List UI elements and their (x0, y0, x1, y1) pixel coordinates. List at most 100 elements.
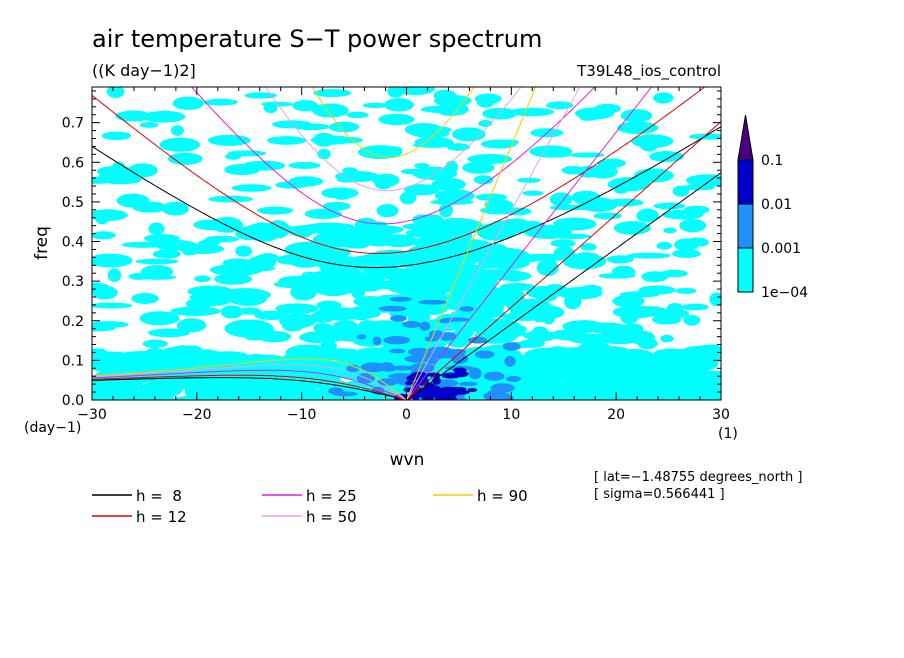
spectrum-patch (403, 184, 440, 196)
spectrum-patch (561, 165, 586, 175)
spectrum-patch (389, 348, 406, 354)
run-name-label: T39L48_ios_control (576, 62, 721, 81)
spectrum-patch (203, 98, 238, 106)
spectrum-patch (207, 134, 251, 146)
spectrum-patch (668, 373, 687, 384)
spectrum-patch (476, 222, 517, 241)
spectrum-patch (267, 136, 307, 145)
spectrum-patch (441, 372, 461, 379)
x-axis-label: wvn (390, 450, 425, 470)
spectrum-patch (357, 145, 403, 160)
spectrum-patch (378, 113, 415, 126)
spectrum-patch (597, 331, 642, 345)
spectrum-patch (550, 150, 571, 158)
spectrum-patch (523, 347, 577, 363)
spectrum-patch (562, 253, 607, 270)
spectrum-patch (405, 381, 413, 386)
spectrum-patch (96, 382, 124, 399)
spectrum-patch (328, 121, 360, 133)
spectrum-patch (683, 314, 701, 326)
spectrum-patch (400, 168, 425, 175)
spectrum-patch (437, 318, 453, 324)
rossby-wave-curve (92, 369, 407, 400)
spectrum-patch (632, 357, 675, 373)
spectrum-patch (383, 335, 411, 345)
spectrum-patch (468, 336, 488, 344)
spectrum-patch (346, 306, 375, 321)
spectrum-patch (500, 312, 551, 321)
colorbar-label: 0.001 (761, 241, 801, 257)
spectrum-patch (471, 365, 517, 374)
gravity-wave-curve (264, 87, 522, 192)
spectrum-patch (517, 177, 541, 183)
spectrum-patch (675, 287, 697, 294)
spectrum-patch (383, 98, 414, 112)
x-tick-label: −30 (77, 407, 107, 423)
spectrum-patch (672, 249, 701, 258)
spectrum-patch (402, 320, 421, 328)
spectrum-patch (614, 185, 629, 194)
spectrum-patch (443, 263, 486, 277)
spectrum-patch (549, 204, 594, 211)
y-unit-label: (day−1) (24, 420, 81, 436)
y-tick-label: 0.6 (62, 155, 84, 171)
spectrum-patch (488, 393, 514, 400)
spectrum-patch (106, 87, 125, 98)
y-tick-label: 0.4 (62, 235, 84, 251)
spectrum-patch (107, 268, 122, 283)
spectrum-patch (131, 293, 159, 304)
spectrum-patch (254, 310, 289, 321)
legend-label: h = 90 (477, 487, 528, 505)
legend-label: h = 8 (136, 487, 182, 505)
spectrum-patch (588, 164, 618, 179)
spectrum-patch (646, 394, 700, 400)
spectrum-patch (354, 217, 378, 233)
spectrum-patch (288, 161, 321, 169)
spectrum-patch (120, 177, 141, 184)
x-tick-label: 10 (502, 407, 520, 423)
spectrum-patch (686, 174, 721, 187)
spectrum-patch (502, 342, 521, 351)
spectrum-patch (476, 96, 495, 108)
y-tick-label: 0.3 (62, 274, 84, 290)
spectrum-patch (312, 103, 349, 118)
spectrum-patch (148, 222, 165, 235)
spectrum-patch (379, 234, 418, 248)
spectrum-patch (237, 393, 257, 400)
colorbar-label: 1e−04 (761, 285, 808, 301)
spectrum-patch (317, 148, 331, 160)
spectrum-patch (266, 220, 290, 239)
spectrum-patch (449, 244, 491, 254)
spectrum-patch (434, 189, 475, 203)
spectrum-patch (281, 352, 329, 364)
spectrum-patch (593, 212, 623, 220)
x-tick-label: −10 (287, 407, 317, 423)
spectrum-patch (662, 209, 704, 220)
spectrum-patch (355, 254, 388, 273)
spectrum-patch (487, 389, 503, 395)
spectrum-patch (288, 176, 324, 187)
spectrum-patch (231, 184, 272, 192)
spectrum-patch (412, 214, 435, 226)
spectrum-patch (419, 321, 431, 331)
legend-label: h = 12 (136, 508, 187, 526)
spectrum-patch (404, 355, 432, 363)
spectrum-patch (564, 293, 582, 310)
spectrum-patch (679, 218, 707, 233)
spectrum-patch (312, 363, 350, 370)
spectrum-patch (92, 348, 110, 363)
spectrum-patch (121, 241, 166, 248)
spectrum-patch (580, 243, 597, 251)
spectrum-patch (322, 201, 351, 211)
y-tick-label: 0.1 (62, 353, 84, 369)
y-axis-label: freq (32, 226, 52, 260)
legend: h = 8 h = 12 h = 25 h = 50 h = 90 (92, 487, 528, 526)
spectrum-patch (485, 309, 505, 318)
spectrum-patch (332, 319, 359, 333)
spectrum-patch (171, 125, 184, 136)
spectrum-patch (92, 302, 133, 309)
spectrum-patch (220, 305, 243, 319)
spectrum-patch (425, 356, 438, 365)
spectrum-patch (709, 292, 721, 307)
